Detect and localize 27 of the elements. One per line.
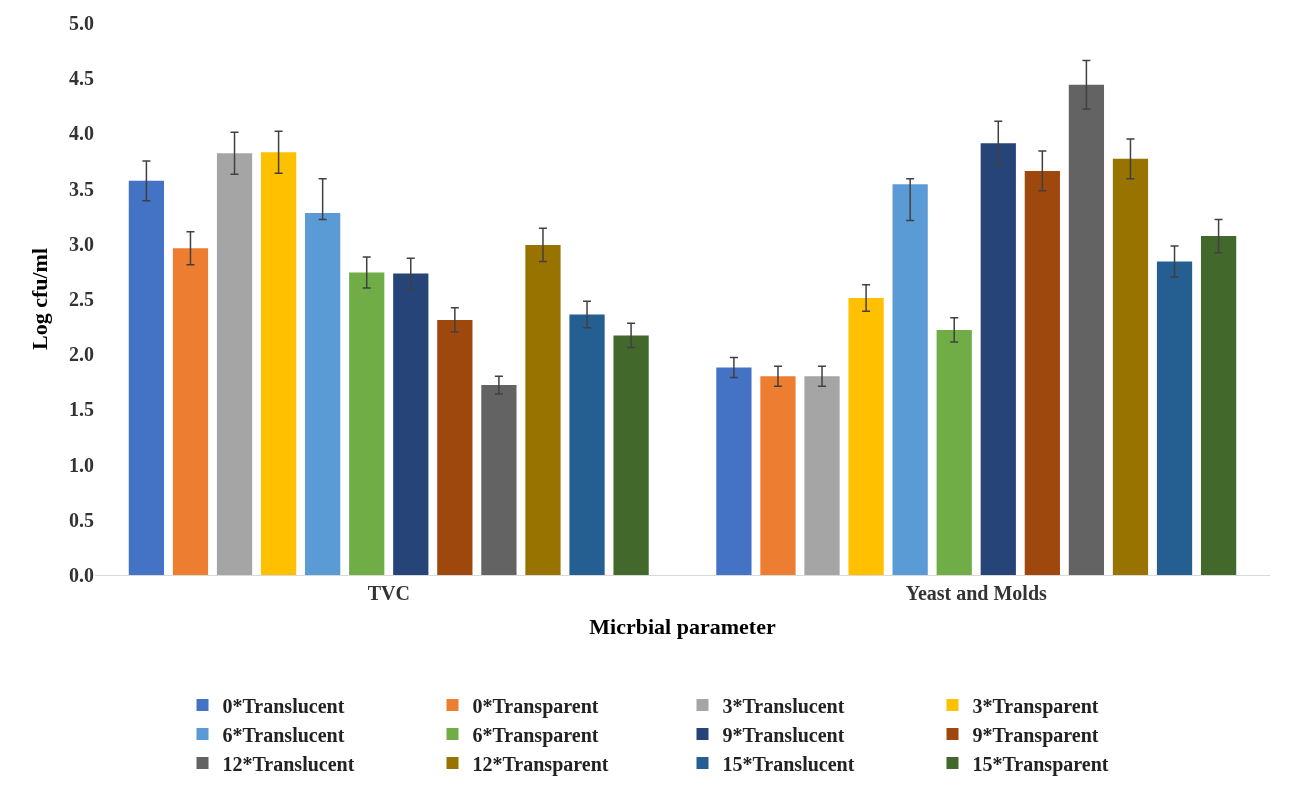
y-tick-label: 1.5 (69, 398, 94, 421)
x-tick-label: TVC (367, 582, 410, 604)
y-tick-label: 0.5 (69, 508, 94, 531)
legend-label: 9*Transparent (972, 723, 1099, 747)
y-tick-label: 0.0 (69, 564, 94, 586)
legend-label: 12*Transparent (472, 752, 609, 776)
legend-label: 12*Translucent (222, 752, 355, 775)
legend-label: 6*Translucent (222, 723, 345, 746)
y-tick-label: 4.5 (69, 67, 94, 90)
y-tick-label: 3.5 (69, 177, 94, 200)
legend-label: 9*Translucent (722, 723, 845, 746)
y-tick-label: 2.5 (69, 288, 94, 310)
legend-label: 0*Transparent (472, 694, 599, 718)
y-tick-label: 4.0 (69, 122, 94, 145)
legend-label: 3*Translucent (722, 694, 845, 717)
x-tick-label: Yeast and Molds (905, 582, 1048, 604)
y-tick-label: 5.0 (69, 12, 94, 34)
y-tick-label: 3.0 (69, 232, 94, 255)
y-tick-label: 2.0 (69, 343, 94, 366)
legend-label: 0*Translucent (222, 694, 345, 717)
y-tick-label: 1.0 (69, 453, 94, 476)
legend-label: 15*Translucent (722, 752, 855, 775)
x-axis-title: Micrbial parameter (589, 613, 776, 639)
legend-label: 6*Transparent (472, 723, 599, 747)
y-axis-title: Log cfu/ml (26, 247, 52, 351)
legend-label: 15*Transparent (972, 752, 1109, 776)
legend-label: 3*Transparent (972, 694, 1099, 718)
